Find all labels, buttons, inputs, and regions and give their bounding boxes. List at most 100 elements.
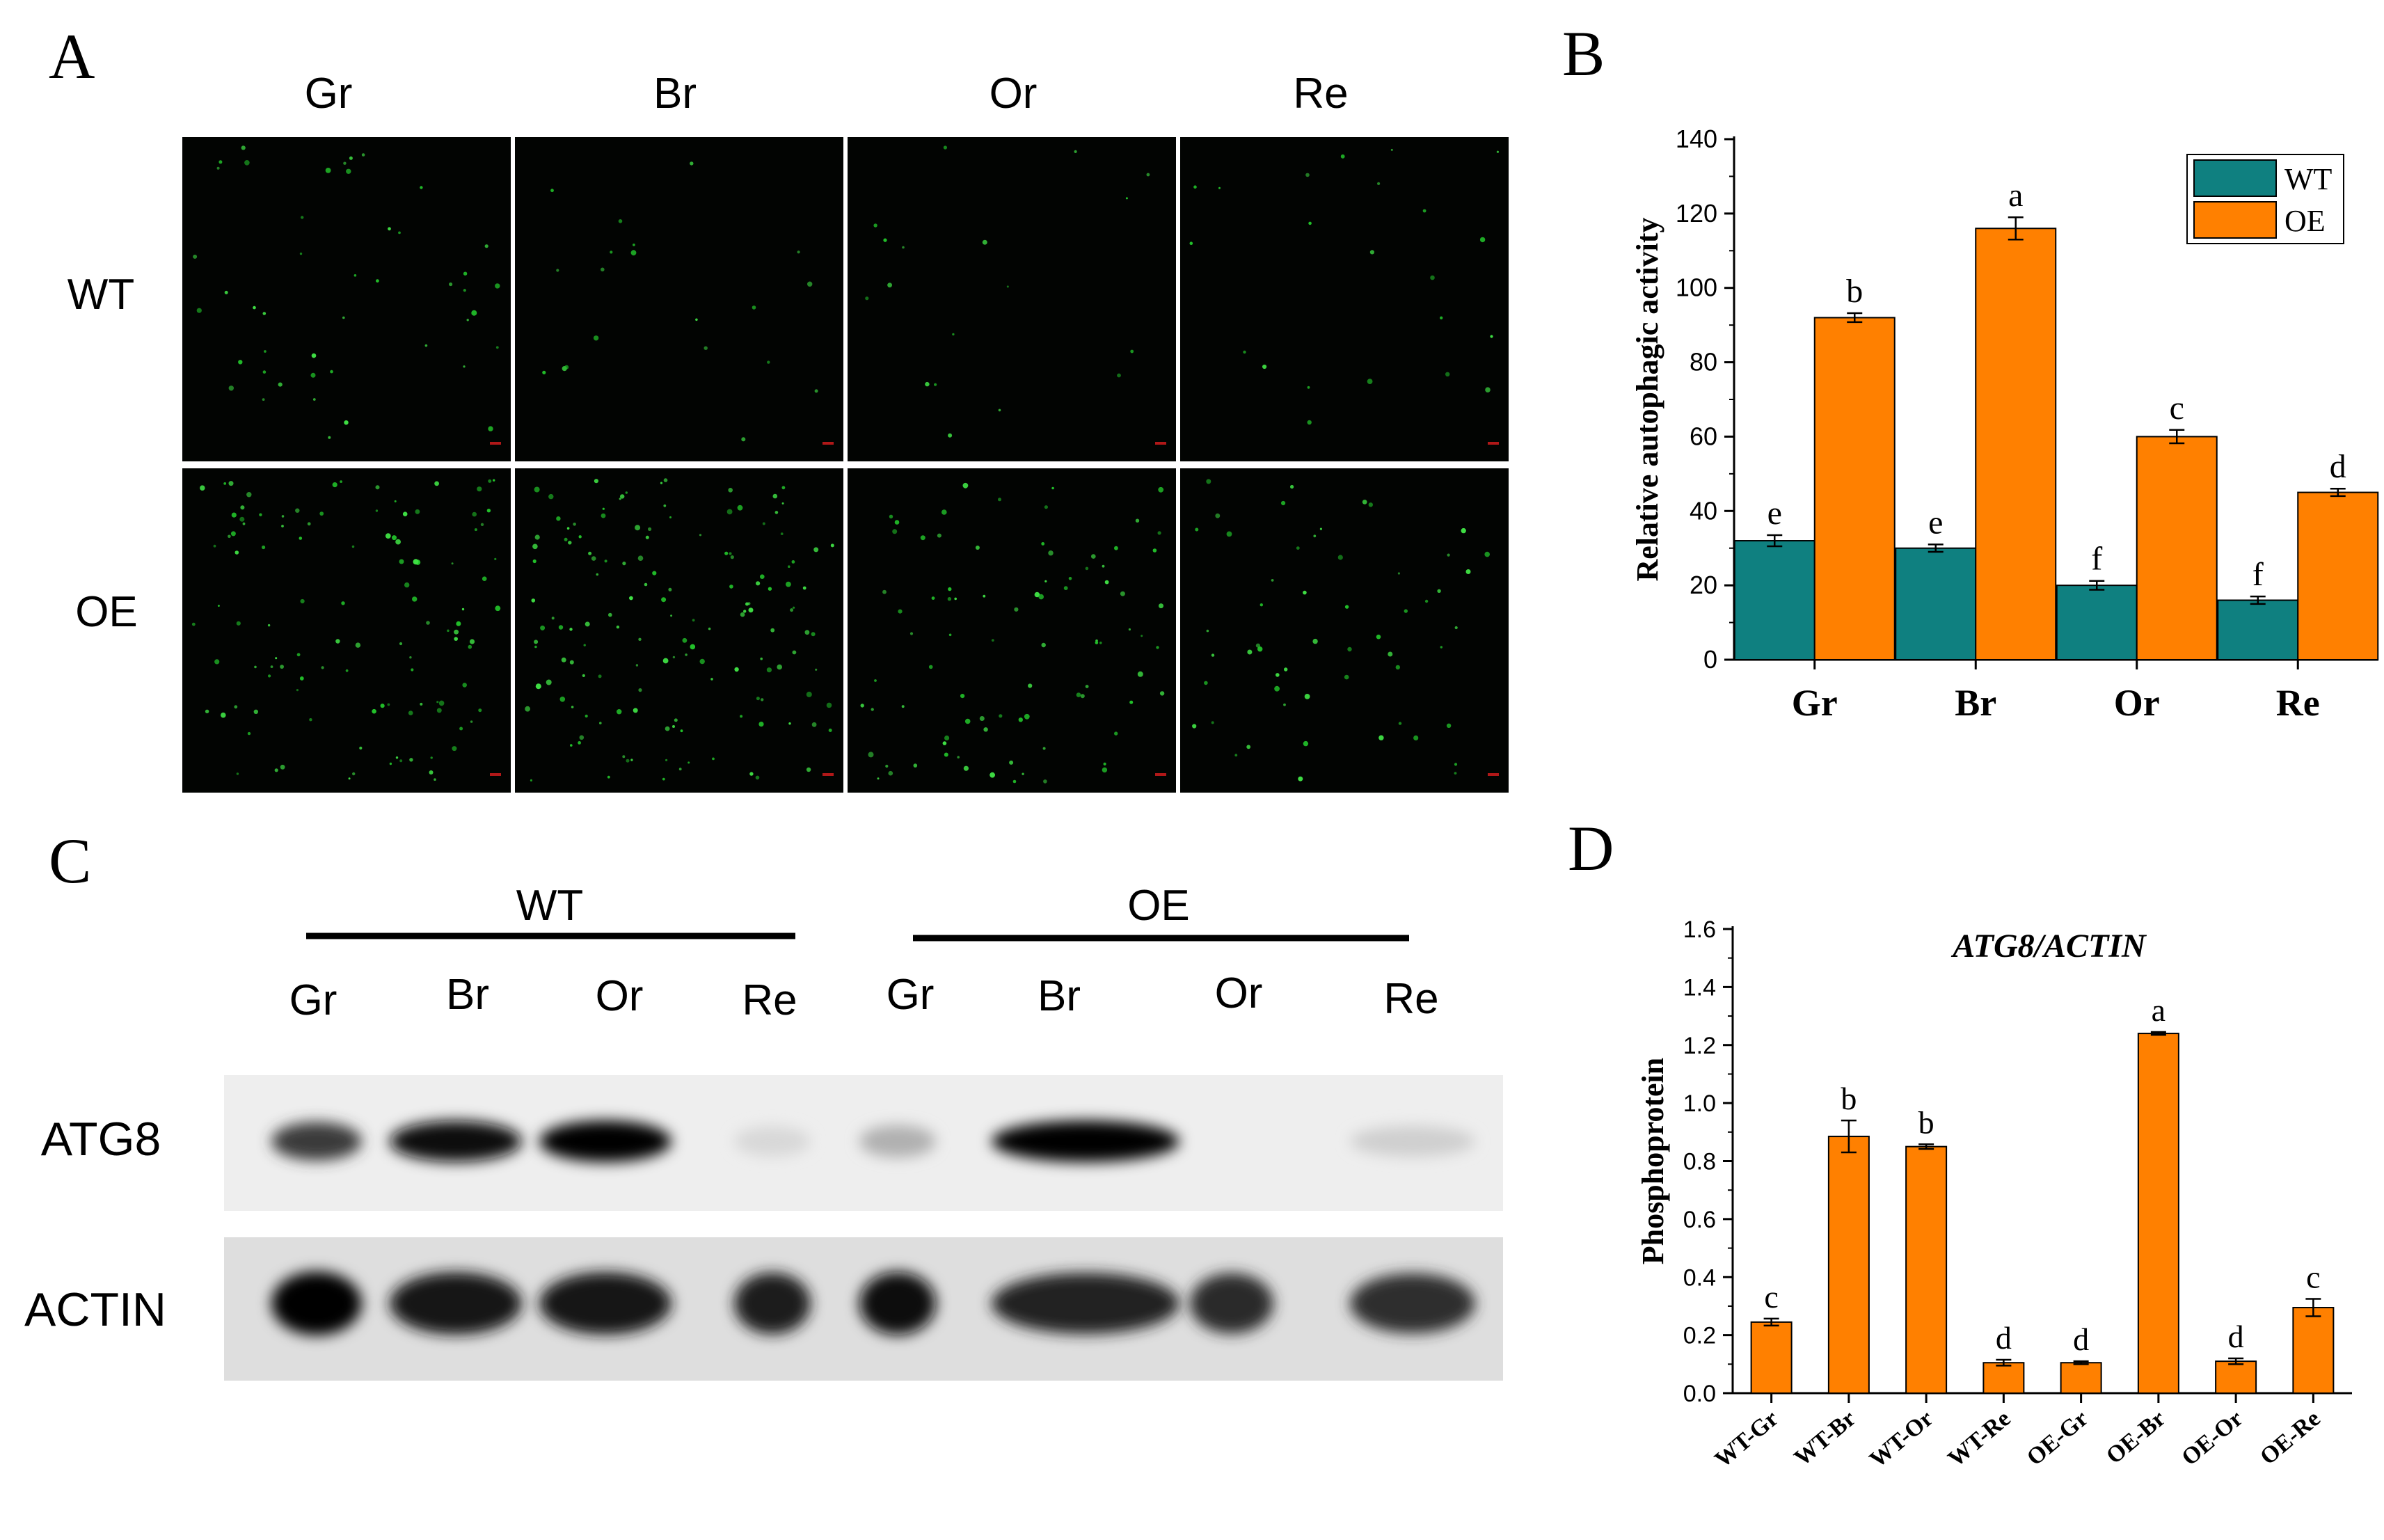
fluorescent-puncta xyxy=(788,565,790,568)
fluorescent-puncta xyxy=(1424,599,1429,603)
fluorescent-puncta xyxy=(1114,546,1118,550)
fluorescent-puncta xyxy=(635,664,639,667)
fluorescent-puncta xyxy=(413,559,419,565)
fluorescent-puncta xyxy=(408,711,413,715)
fluorescent-puncta xyxy=(1496,150,1499,153)
fluorescent-puncta xyxy=(928,665,933,669)
fluorescent-puncta xyxy=(1044,505,1048,509)
fluorescent-puncta xyxy=(638,688,642,692)
fluorescent-puncta xyxy=(1340,154,1345,159)
fluorescent-puncta xyxy=(216,166,220,170)
fluorescent-puncta xyxy=(376,279,379,283)
fluorescent-puncta xyxy=(688,761,690,764)
fluorescent-puncta xyxy=(814,389,818,393)
fluorescent-puncta xyxy=(729,585,733,589)
fluorescent-puncta xyxy=(556,516,561,521)
fluorescent-puncta xyxy=(200,485,205,491)
fluorescent-puncta xyxy=(1447,553,1450,557)
fluorescent-puncta xyxy=(353,274,357,277)
fluorescent-puncta xyxy=(1130,349,1134,354)
fluorescent-puncta xyxy=(762,522,765,525)
fluorescent-puncta xyxy=(871,708,874,711)
fluorescent-puncta xyxy=(399,759,403,763)
fluorescent-puncta xyxy=(1104,580,1109,585)
y-tick-label: 1.4 xyxy=(1683,974,1716,1001)
blot-band-atg8 xyxy=(390,1120,522,1162)
fluorescent-puncta xyxy=(399,559,404,564)
fluorescent-puncta xyxy=(889,514,893,518)
fluorescent-puncta xyxy=(745,602,749,606)
fluorescent-puncta xyxy=(493,479,495,482)
fluorescent-puncta xyxy=(678,768,682,771)
fluorescent-puncta xyxy=(740,715,743,718)
significance-letter: d xyxy=(2073,1321,2089,1357)
fluorescent-puncta xyxy=(902,246,905,249)
fluorescent-puncta xyxy=(556,269,559,272)
panel-letter-d: D xyxy=(1568,813,1614,884)
fluorescent-puncta xyxy=(588,551,592,555)
fluorescent-puncta xyxy=(1388,651,1393,657)
fluorescent-puncta xyxy=(591,556,596,561)
fluorescent-puncta xyxy=(635,525,641,531)
fluorescent-puncta xyxy=(299,537,303,540)
fluorescent-puncta xyxy=(534,645,537,649)
fluorescent-puncta xyxy=(550,189,554,193)
fluorescent-puncta xyxy=(617,709,622,715)
fluorescent-puncta xyxy=(402,511,408,516)
fluorescent-puncta xyxy=(375,485,380,490)
fluorescent-puncta xyxy=(484,244,488,248)
fluorescent-puncta xyxy=(409,656,412,659)
fluorescent-puncta xyxy=(828,729,832,732)
fluorescent-puncta xyxy=(335,639,340,644)
fluorescent-puncta xyxy=(1041,542,1045,546)
fluorescent-puncta xyxy=(1259,603,1264,607)
fluorescent-puncta xyxy=(983,594,986,598)
fluorescent-puncta xyxy=(270,665,273,668)
fluorescent-puncta xyxy=(1129,700,1134,704)
fluorescent-puncta xyxy=(246,492,252,498)
fluorescent-puncta xyxy=(1247,649,1253,655)
fluorescent-puncta xyxy=(438,700,445,706)
fluorescent-puncta xyxy=(728,488,733,493)
y-tick-label: 0.8 xyxy=(1683,1149,1716,1175)
fluorescent-puncta xyxy=(242,522,246,525)
fluorescent-puncta xyxy=(594,479,599,484)
fluorescent-puncta xyxy=(1080,694,1085,699)
fluorescent-puncta xyxy=(1044,580,1047,582)
fluorescent-puncta xyxy=(1445,372,1450,376)
fluorescent-puncta xyxy=(238,360,243,365)
lane-label: Or xyxy=(1215,969,1263,1017)
fluorescent-puncta xyxy=(948,587,952,592)
fluorescent-puncta xyxy=(774,511,779,514)
x-tick-label: Br xyxy=(1955,682,1996,724)
x-tick-label: Gr xyxy=(1792,682,1838,724)
fluorescent-puncta xyxy=(1284,667,1288,672)
fluorescent-puncta xyxy=(1344,674,1349,680)
bar-value xyxy=(1905,1145,1948,1394)
fluorescent-puncta xyxy=(469,639,475,644)
fluorescent-puncta xyxy=(1465,569,1471,574)
fluorescent-puncta xyxy=(385,533,391,539)
fluorescent-puncta xyxy=(296,689,299,692)
fluorescent-puncta xyxy=(1281,500,1286,506)
fluorescent-puncta xyxy=(1051,486,1054,490)
fluorescent-puncta xyxy=(1484,551,1490,557)
fluorescent-puncta xyxy=(626,759,630,763)
fluorescent-puncta xyxy=(1152,548,1157,553)
fluorescent-puncta xyxy=(622,755,626,759)
fluorescent-puncta xyxy=(359,746,363,750)
fluorescent-puncta xyxy=(1103,762,1106,765)
fluorescent-puncta xyxy=(309,718,312,722)
significance-letter: a xyxy=(2008,177,2023,214)
fluorescent-puncta xyxy=(652,571,657,575)
fluorescent-puncta xyxy=(786,581,791,587)
fluorescent-puncta xyxy=(661,597,667,603)
fluorescent-puncta xyxy=(1296,546,1300,550)
fluorescent-puncta xyxy=(234,705,238,709)
fluorescent-puncta xyxy=(585,621,590,627)
fluorescent-puncta xyxy=(299,252,303,255)
fluorescent-puncta xyxy=(346,168,351,174)
row-label-oe: OE xyxy=(75,588,138,636)
column-label-gr: Gr xyxy=(305,70,353,118)
lane-label: Or xyxy=(596,972,644,1020)
